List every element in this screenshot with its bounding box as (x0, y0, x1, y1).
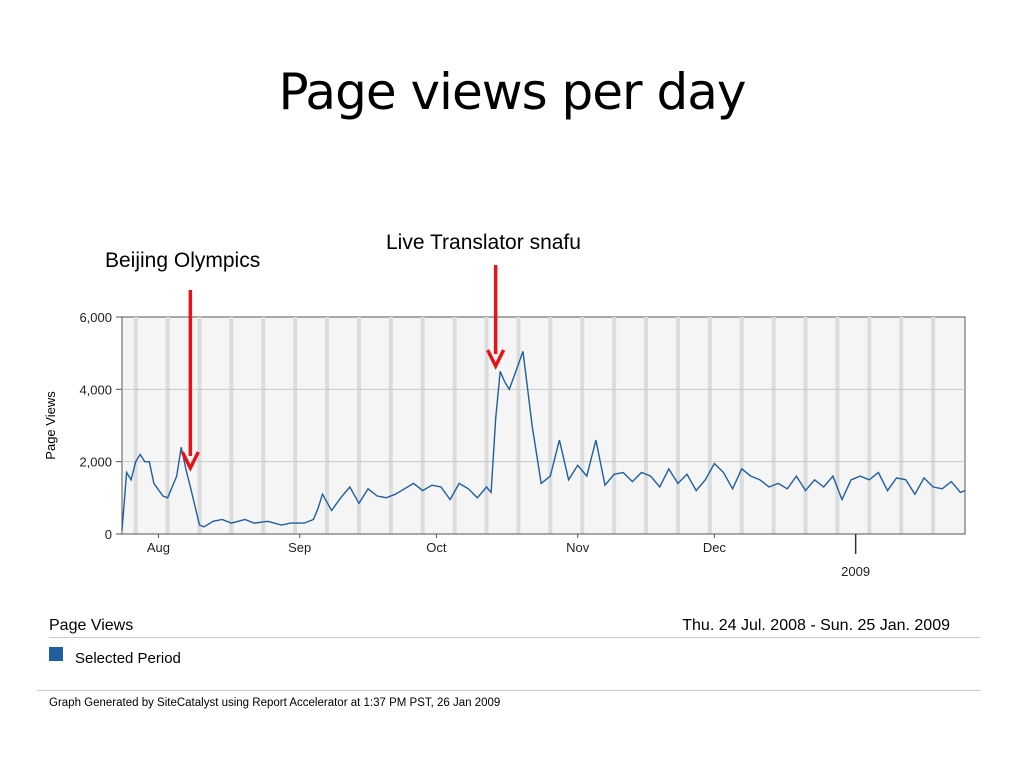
axes: 0 2,000 4,000 6,000 Aug Sep Oct Nov Dec 2009 (79, 310, 965, 579)
arrow-head (486, 349, 506, 370)
y-tick-label: 2,000 (79, 455, 112, 470)
legend-header: Page Views Thu. 24 Jul. 2008 - Sun. 25 J… (49, 615, 980, 638)
annotation-arrow (486, 265, 506, 370)
series-line-selected-period (121, 351, 966, 531)
page-views-line-chart: 0 2,000 4,000 6,000 Aug Sep Oct Nov Dec 2009 Page… (43, 265, 966, 579)
y-tick-label: 4,000 (79, 382, 112, 397)
x-tick-label: Nov (566, 540, 590, 555)
y-tick-label: 6,000 (79, 310, 112, 325)
annotation-arrows (180, 265, 506, 472)
x-tick-label: Aug (147, 540, 170, 555)
footer-text: Graph Generated by SiteCatalyst using Re… (49, 697, 501, 709)
y-axis-label: Page Views (43, 391, 58, 460)
annotation-arrow (180, 290, 200, 472)
x-tick-label: Sep (288, 540, 311, 555)
legend-item-label: Selected Period (75, 650, 181, 667)
x-tick-label: Dec (703, 540, 727, 555)
footer-divider (37, 690, 981, 691)
x-tick-label: Oct (426, 540, 447, 555)
x-tick-label-year: 2009 (841, 564, 870, 579)
y-tick-label: 0 (105, 527, 112, 542)
annotation-beijing-olympics: Beijing Olympics (105, 249, 261, 272)
slide-title: Page views per day (278, 63, 747, 121)
annotation-live-translator-snafu: Live Translator snafu (386, 231, 581, 254)
legend-period: Thu. 24 Jul. 2008 - Sun. 25 Jan. 2009 (682, 617, 950, 634)
arrow-head (180, 451, 200, 472)
legend-title: Page Views (49, 617, 134, 634)
legend-swatch (49, 647, 63, 661)
